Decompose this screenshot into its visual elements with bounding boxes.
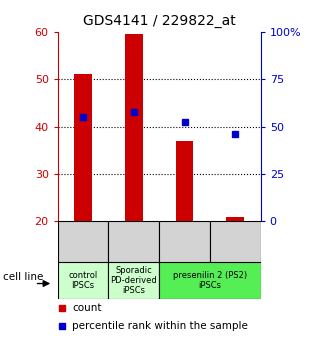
Bar (109, 221, 159, 262)
Text: percentile rank within the sample: percentile rank within the sample (72, 321, 248, 331)
Text: count: count (72, 303, 101, 313)
Text: control
IPSCs: control IPSCs (69, 271, 98, 290)
Bar (159, 262, 261, 299)
Bar (226, 217, 244, 221)
Bar (58, 221, 109, 262)
Text: presenilin 2 (PS2)
iPSCs: presenilin 2 (PS2) iPSCs (173, 271, 247, 290)
Text: cell line: cell line (3, 272, 43, 282)
Bar (58, 262, 109, 299)
Bar (176, 141, 193, 221)
Text: Sporadic
PD-derived
iPSCs: Sporadic PD-derived iPSCs (111, 266, 157, 296)
Bar (210, 221, 261, 262)
Bar (74, 74, 92, 221)
Bar (125, 34, 143, 221)
Title: GDS4141 / 229822_at: GDS4141 / 229822_at (83, 14, 236, 28)
Bar (159, 221, 210, 262)
Bar (109, 262, 159, 299)
